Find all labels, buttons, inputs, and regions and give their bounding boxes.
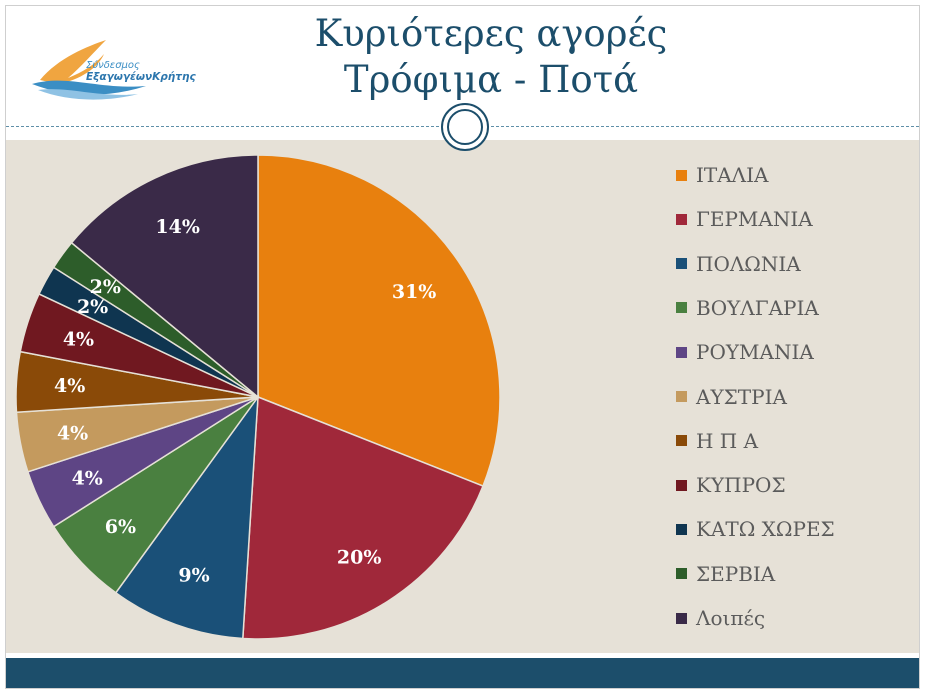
legend-label: ΣΕΡΒΙΑ bbox=[696, 561, 776, 586]
legend-label: ΚΑΤΩ ΧΩΡΕΣ bbox=[696, 517, 835, 542]
legend-label: ΠΟΛΩΝΙΑ bbox=[696, 251, 801, 276]
legend-swatch bbox=[676, 568, 687, 580]
legend-item-8: ΚΥΠΡΟΣ bbox=[676, 473, 786, 497]
pie-slice-3 bbox=[114, 394, 259, 640]
legend-item-11: Λοιπές bbox=[676, 606, 765, 630]
legend-label: ΒΟΥΛΓΑΡΙΑ bbox=[696, 295, 819, 320]
slice-label-10: 2% bbox=[90, 276, 121, 298]
legend-swatch bbox=[676, 346, 687, 358]
title-line-1: Κυριότερες αγορές bbox=[314, 12, 668, 55]
slice-label-7: 4% bbox=[54, 375, 85, 397]
legend-swatch bbox=[676, 435, 687, 447]
legend-item-6: ΑΥΣΤΡΙΑ bbox=[676, 385, 787, 409]
legend-item-3: ΠΟΛΩΝΙΑ bbox=[676, 252, 801, 276]
logo-feather-icon bbox=[40, 40, 106, 84]
legend-swatch bbox=[676, 391, 687, 402]
legend-label: ΙΤΑΛΙΑ bbox=[696, 163, 769, 187]
slice-label-9: 2% bbox=[77, 296, 108, 318]
legend-label: Η Π Α bbox=[696, 428, 759, 453]
logo: Σύνδεσμος ΕξαγωγέωνΚρήτης bbox=[32, 40, 196, 100]
title-line-2: Τρόφιμα - Ποτά bbox=[343, 58, 639, 101]
legend-item-9: ΚΑΤΩ ΧΩΡΕΣ bbox=[676, 517, 835, 541]
legend-label: ΓΕΡΜΑΝΙΑ bbox=[696, 207, 813, 232]
legend-swatch bbox=[676, 213, 687, 225]
legend-item-4: ΒΟΥΛΓΑΡΙΑ bbox=[676, 296, 819, 320]
slice-label-4: 6% bbox=[105, 516, 136, 538]
legend-swatch bbox=[676, 302, 687, 314]
slice-label-8: 4% bbox=[63, 329, 94, 351]
legend-swatch bbox=[676, 258, 687, 270]
logo-text-line1: Σύνδεσμος bbox=[86, 59, 140, 71]
slice-label-5: 4% bbox=[72, 467, 103, 489]
header-circle-ornament bbox=[441, 103, 489, 151]
pie-slice-11 bbox=[70, 154, 259, 399]
slice-label-2: 20% bbox=[337, 546, 382, 568]
pie-slice-1 bbox=[257, 154, 501, 488]
logo-text-line2: ΕξαγωγέωνΚρήτης bbox=[86, 71, 196, 83]
legend-swatch bbox=[676, 612, 687, 624]
legend-swatch bbox=[676, 169, 687, 181]
legend-label: ΡΟΥΜΑΝΙΑ bbox=[696, 340, 814, 365]
legend-label: ΚΥΠΡΟΣ bbox=[696, 473, 786, 498]
legend-label: ΑΥΣΤΡΙΑ bbox=[696, 384, 787, 409]
slice-label-11: 14% bbox=[155, 216, 200, 238]
legend-item-10: ΣΕΡΒΙΑ bbox=[676, 562, 775, 586]
slide: Σύνδεσμος ΕξαγωγέωνΚρήτης Κυριότερες αγο… bbox=[5, 5, 920, 689]
slide-header: Σύνδεσμος ΕξαγωγέωνΚρήτης Κυριότερες αγο… bbox=[6, 6, 919, 128]
legend-swatch bbox=[676, 479, 687, 491]
legend-item-5: ΡΟΥΜΑΝΙΑ bbox=[676, 340, 814, 364]
legend-label: Λοιπές bbox=[696, 606, 766, 630]
pie-chart: 31% 20% 9% 6% 4% 4% 4% 4% 2%2% 14% bbox=[15, 154, 501, 640]
pie-slice-2 bbox=[242, 395, 484, 640]
slice-label-1: 31% bbox=[392, 281, 437, 303]
legend-item-1: ΙΤΑΛΙΑ bbox=[676, 163, 768, 187]
legend-swatch bbox=[676, 523, 687, 535]
legend-item-2: ΓΕΡΜΑΝΙΑ bbox=[676, 207, 813, 231]
footer-bar bbox=[6, 658, 919, 688]
legend-item-7: Η Π Α bbox=[676, 429, 758, 453]
slice-label-6: 4% bbox=[57, 422, 88, 444]
slice-label-3: 9% bbox=[178, 565, 209, 587]
